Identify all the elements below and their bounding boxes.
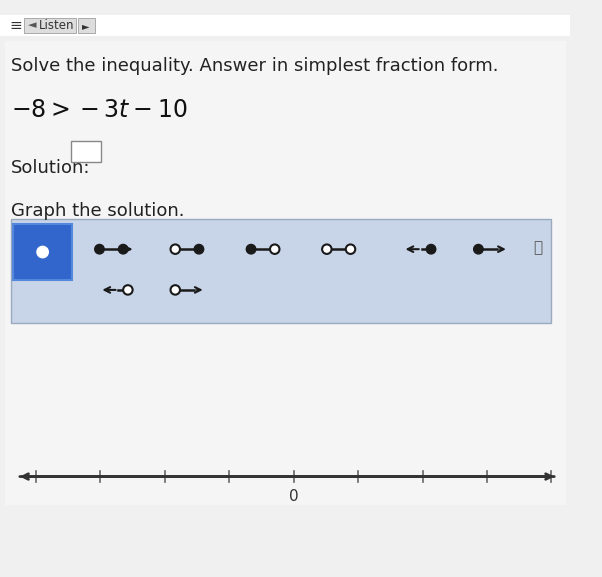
Text: 0: 0: [289, 489, 299, 504]
Bar: [23, 18, 76, 33]
Text: $-8>-3t-10$: $-8>-3t-10$: [11, 98, 188, 122]
Circle shape: [123, 285, 132, 295]
Text: Solve the inequality. Answer in simplest fraction form.: Solve the inequality. Answer in simplest…: [11, 57, 499, 75]
Text: 🗑: 🗑: [533, 239, 542, 254]
Bar: [78, 18, 95, 33]
Circle shape: [426, 245, 436, 254]
Circle shape: [119, 245, 128, 254]
Bar: [0, 15, 570, 36]
Bar: [71, 141, 101, 162]
Text: ►: ►: [82, 21, 90, 31]
Text: Solution:: Solution:: [11, 159, 91, 177]
Text: ◄: ◄: [28, 21, 37, 31]
Circle shape: [170, 245, 180, 254]
Text: ≡: ≡: [10, 18, 22, 33]
Text: Listen: Listen: [39, 19, 74, 32]
Circle shape: [474, 245, 483, 254]
Bar: [5, 41, 565, 505]
Circle shape: [194, 245, 203, 254]
Text: Graph the solution.: Graph the solution.: [11, 202, 185, 220]
Circle shape: [346, 245, 355, 254]
Bar: [11, 219, 551, 323]
Circle shape: [95, 245, 104, 254]
Circle shape: [37, 246, 48, 258]
Circle shape: [246, 245, 256, 254]
Circle shape: [270, 245, 279, 254]
Circle shape: [170, 285, 180, 295]
Circle shape: [322, 245, 332, 254]
Bar: [13, 224, 72, 280]
